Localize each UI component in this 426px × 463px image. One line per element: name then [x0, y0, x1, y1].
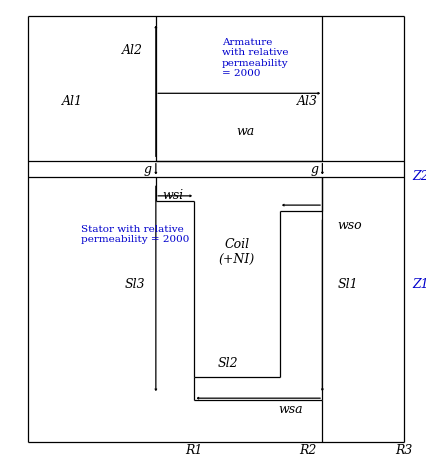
Text: wsa: wsa — [277, 403, 302, 416]
Text: Al2: Al2 — [121, 44, 143, 57]
Text: Sl2: Sl2 — [218, 357, 238, 370]
Text: Coil
(+NI): Coil (+NI) — [219, 238, 254, 266]
Text: Armature
with relative
permeability
= 2000: Armature with relative permeability = 20… — [222, 38, 288, 78]
Text: R3: R3 — [394, 444, 411, 457]
Text: wa: wa — [236, 125, 254, 138]
Text: Sl1: Sl1 — [337, 278, 357, 291]
Text: Al1: Al1 — [62, 95, 83, 108]
Text: R2: R2 — [298, 444, 315, 457]
Text: Al3: Al3 — [296, 95, 317, 108]
Text: Z2: Z2 — [411, 170, 426, 183]
Text: wso: wso — [337, 219, 361, 232]
Text: g: g — [143, 163, 151, 176]
Text: wsi: wsi — [162, 189, 183, 202]
Text: Z1: Z1 — [411, 278, 426, 291]
Text: g: g — [309, 163, 317, 176]
Text: R1: R1 — [185, 444, 202, 457]
Text: Stator with relative
permeability = 2000: Stator with relative permeability = 2000 — [81, 225, 189, 244]
Text: Sl3: Sl3 — [124, 278, 144, 291]
